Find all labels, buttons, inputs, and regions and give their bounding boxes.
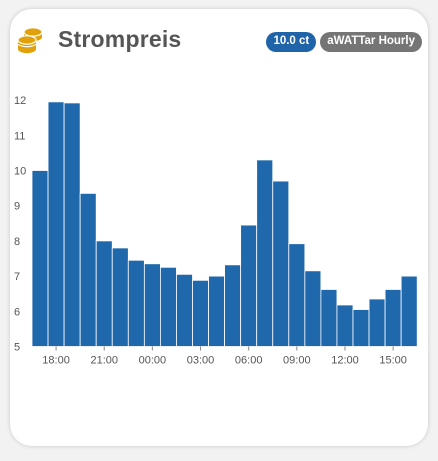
y-tick-label: 9 [14, 201, 20, 213]
x-axis-ticks: 18:00 21:00 00:00 03:00 06:00 09:00 12:00 15:00 [42, 346, 407, 367]
card-title: Strompreis [58, 25, 182, 52]
y-tick-label: 8 [14, 236, 20, 248]
x-tick-label: 00:00 [139, 355, 167, 367]
price-bar[interactable] [384, 289, 402, 347]
y-axis-ticks: 5 6 7 8 9 10 11 12 [14, 95, 26, 353]
price-bar[interactable] [320, 289, 338, 347]
current-price-badge: 10.0 ct [266, 32, 317, 52]
y-tick-label: 11 [14, 130, 25, 142]
card-header: Strompreis [16, 24, 181, 54]
price-bar[interactable] [288, 243, 306, 347]
price-bar[interactable] [176, 273, 193, 347]
price-bar[interactable] [272, 180, 290, 347]
chart-bars [31, 101, 418, 347]
price-bar[interactable] [304, 270, 322, 347]
y-tick-label: 5 [14, 342, 20, 354]
y-tick-label: 12 [14, 95, 26, 107]
source-badge: aWATTar Hourly [320, 32, 422, 52]
price-bar[interactable] [79, 192, 97, 347]
price-bar[interactable] [47, 101, 65, 347]
price-bar[interactable] [111, 247, 129, 347]
x-tick-label: 06:00 [235, 355, 263, 367]
y-tick-label: 6 [14, 306, 20, 318]
price-bar[interactable] [336, 304, 354, 347]
x-tick-label: 03:00 [187, 355, 215, 367]
x-tick-label: 15:00 [379, 355, 407, 367]
price-bar[interactable] [31, 170, 49, 347]
price-bar[interactable] [95, 240, 113, 347]
price-bar[interactable] [63, 102, 81, 347]
price-bar[interactable] [256, 159, 274, 347]
price-bar[interactable] [192, 279, 209, 347]
y-tick-label: 7 [14, 271, 20, 283]
price-bar[interactable] [127, 259, 145, 347]
price-bar[interactable] [208, 275, 226, 347]
price-bar[interactable] [352, 309, 370, 347]
x-tick-label: 09:00 [283, 355, 311, 367]
badge-group: 10.0 ct aWATTar Hourly [266, 32, 422, 52]
x-tick-label: 12:00 [331, 355, 359, 367]
price-bar[interactable] [224, 264, 242, 347]
coins-icon [17, 27, 43, 54]
price-bar[interactable] [368, 298, 386, 347]
price-bar[interactable] [400, 275, 418, 347]
x-tick-label: 21:00 [90, 355, 118, 367]
price-bar[interactable] [240, 224, 258, 347]
y-tick-label: 10 [14, 166, 26, 178]
price-bar[interactable] [159, 266, 177, 347]
x-tick-label: 18:00 [42, 355, 70, 367]
price-bar[interactable] [143, 263, 161, 347]
